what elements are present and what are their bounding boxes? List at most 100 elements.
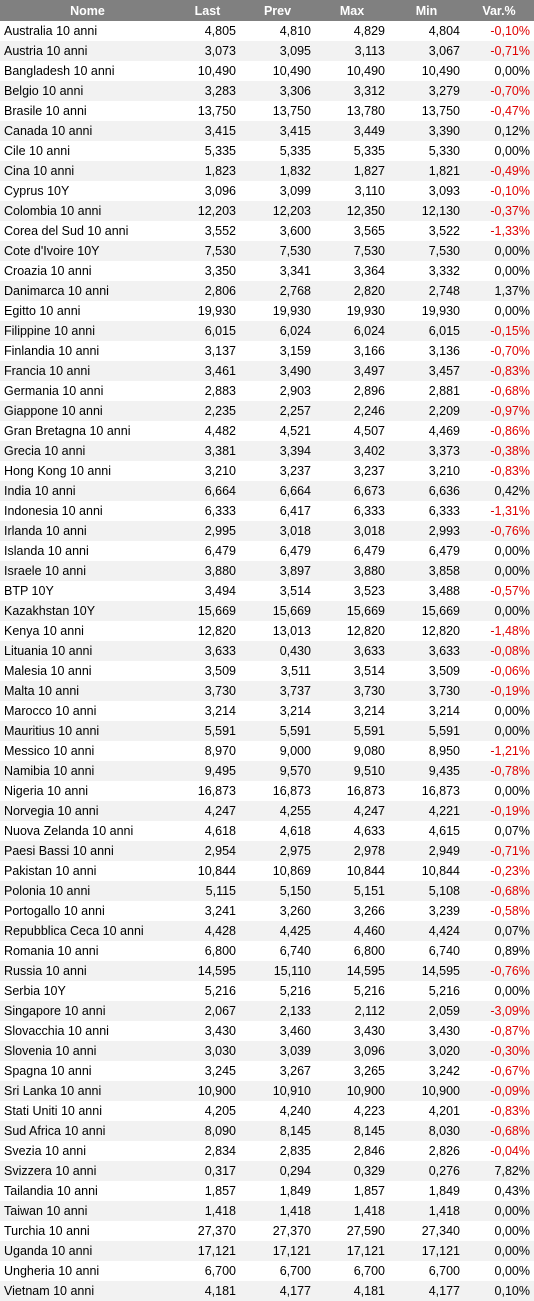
- cell-value: -0,19%: [464, 681, 534, 701]
- table-row: India 10 anni 6,664 6,664 6,673 6,636 0,42%: [0, 481, 534, 501]
- row-name: Cyprus 10Y: [0, 181, 175, 201]
- cell-value: -0,86%: [464, 421, 534, 441]
- row-name: Svezia 10 anni: [0, 1141, 175, 1161]
- cell-value: 2,978: [315, 841, 389, 861]
- table-row: Russia 10 anni 14,595 15,110 14,595 14,595 -0…: [0, 961, 534, 981]
- cell-value: 2,995: [175, 521, 240, 541]
- cell-value: 0,00%: [464, 721, 534, 741]
- cell-value: -0,30%: [464, 1041, 534, 1061]
- cell-value: 6,333: [389, 501, 464, 521]
- cell-value: 0,276: [389, 1161, 464, 1181]
- cell-value: 19,930: [175, 301, 240, 321]
- cell-value: 6,664: [240, 481, 315, 501]
- cell-value: 6,800: [175, 941, 240, 961]
- column-header: Min: [389, 0, 464, 21]
- cell-value: 0,00%: [464, 141, 534, 161]
- cell-value: 4,255: [240, 801, 315, 821]
- cell-value: 3,067: [389, 41, 464, 61]
- table-row: Brasile 10 anni 13,750 13,750 13,780 13,750-…: [0, 101, 534, 121]
- table-body: Australia 10 anni 4,805 4,810 4,829 4,804 -0,…: [0, 21, 534, 1301]
- cell-value: 0,00%: [464, 561, 534, 581]
- table-row: Tailandia 10 anni 1,857 1,849 1,857 1,849 0,4…: [0, 1181, 534, 1201]
- cell-value: 0,07%: [464, 921, 534, 941]
- table-row: Norvegia 10 anni 4,247 4,255 4,247 4,221 -0,1…: [0, 801, 534, 821]
- row-name: Sri Lanka 10 anni: [0, 1081, 175, 1101]
- row-name: Tailandia 10 anni: [0, 1181, 175, 1201]
- cell-value: 4,633: [315, 821, 389, 841]
- cell-value: 0,317: [175, 1161, 240, 1181]
- cell-value: 3,522: [389, 221, 464, 241]
- cell-value: 4,805: [175, 21, 240, 41]
- table-row: Vietnam 10 anni 4,181 4,177 4,181 4,177 0,10%: [0, 1281, 534, 1301]
- cell-value: 2,748: [389, 281, 464, 301]
- cell-value: 0,00%: [464, 981, 534, 1001]
- cell-value: 3,565: [315, 221, 389, 241]
- row-name: Turchia 10 anni: [0, 1221, 175, 1241]
- row-name: Corea del Sud 10 anni: [0, 221, 175, 241]
- cell-value: 8,145: [240, 1121, 315, 1141]
- cell-value: 17,121: [315, 1241, 389, 1261]
- cell-value: 6,740: [389, 941, 464, 961]
- table-row: Australia 10 anni 4,805 4,810 4,829 4,804 -0,…: [0, 21, 534, 41]
- row-name: Taiwan 10 anni: [0, 1201, 175, 1221]
- row-name: Croazia 10 anni: [0, 261, 175, 281]
- table-row: Cile 10 anni 5,335 5,335 5,335 5,330 0,00%: [0, 141, 534, 161]
- row-name: Nuova Zelanda 10 anni: [0, 821, 175, 841]
- table-row: Kazakhstan 10Y 15,669 15,669 15,669 15,669 0,…: [0, 601, 534, 621]
- row-name: Germania 10 anni: [0, 381, 175, 401]
- cell-value: -0,70%: [464, 81, 534, 101]
- column-header: Var.%: [464, 0, 534, 21]
- cell-value: 3,283: [175, 81, 240, 101]
- cell-value: 7,530: [315, 241, 389, 261]
- cell-value: 10,490: [240, 61, 315, 81]
- cell-value: 3,266: [315, 901, 389, 921]
- cell-value: 5,330: [389, 141, 464, 161]
- cell-value: 10,490: [175, 61, 240, 81]
- cell-value: -0,97%: [464, 401, 534, 421]
- cell-value: 2,059: [389, 1001, 464, 1021]
- table-row: Lituania 10 anni 3,633 0,430 3,633 3,633 -0,0…: [0, 641, 534, 661]
- table-row: Germania 10 anni 2,883 2,903 2,896 2,881 -0,6…: [0, 381, 534, 401]
- cell-value: 12,350: [315, 201, 389, 221]
- cell-value: -0,10%: [464, 21, 534, 41]
- table-row: Croazia 10 anni 3,350 3,341 3,364 3,332 0,00%: [0, 261, 534, 281]
- cell-value: 3,390: [389, 121, 464, 141]
- row-name: Giappone 10 anni: [0, 401, 175, 421]
- table-row: Danimarca 10 anni 2,806 2,768 2,820 2,748 1,3…: [0, 281, 534, 301]
- row-name: Paesi Bassi 10 anni: [0, 841, 175, 861]
- cell-value: 6,024: [240, 321, 315, 341]
- cell-value: 13,750: [175, 101, 240, 121]
- cell-value: 2,209: [389, 401, 464, 421]
- cell-value: 6,673: [315, 481, 389, 501]
- cell-value: 3,633: [175, 641, 240, 661]
- cell-value: -0,37%: [464, 201, 534, 221]
- cell-value: 13,750: [240, 101, 315, 121]
- table-row: Filippine 10 anni 6,015 6,024 6,024 6,015 -0,…: [0, 321, 534, 341]
- cell-value: 0,00%: [464, 1201, 534, 1221]
- row-name: Ungheria 10 anni: [0, 1261, 175, 1281]
- column-header: Last: [175, 0, 240, 21]
- cell-value: 3,364: [315, 261, 389, 281]
- row-name: Messico 10 anni: [0, 741, 175, 761]
- cell-value: 7,530: [240, 241, 315, 261]
- cell-value: 3,373: [389, 441, 464, 461]
- table-row: Sri Lanka 10 anni 10,900 10,910 10,900 10,90…: [0, 1081, 534, 1101]
- cell-value: 3,415: [175, 121, 240, 141]
- row-name: Romania 10 anni: [0, 941, 175, 961]
- cell-value: 0,430: [240, 641, 315, 661]
- cell-value: 3,381: [175, 441, 240, 461]
- row-name: Egitto 10 anni: [0, 301, 175, 321]
- cell-value: -0,57%: [464, 581, 534, 601]
- table-row: Grecia 10 anni 3,381 3,394 3,402 3,373 -0,38%: [0, 441, 534, 461]
- cell-value: 3,341: [240, 261, 315, 281]
- cell-value: 3,166: [315, 341, 389, 361]
- cell-value: 0,10%: [464, 1281, 534, 1301]
- cell-value: 3,237: [315, 461, 389, 481]
- cell-value: -1,33%: [464, 221, 534, 241]
- table-row: Irlanda 10 anni 2,995 3,018 3,018 2,993 -0,76…: [0, 521, 534, 541]
- cell-value: 3,210: [175, 461, 240, 481]
- table-row: Kenya 10 anni 12,820 13,013 12,820 12,820 -1,…: [0, 621, 534, 641]
- cell-value: 6,700: [389, 1261, 464, 1281]
- cell-value: 1,832: [240, 161, 315, 181]
- cell-value: 6,333: [175, 501, 240, 521]
